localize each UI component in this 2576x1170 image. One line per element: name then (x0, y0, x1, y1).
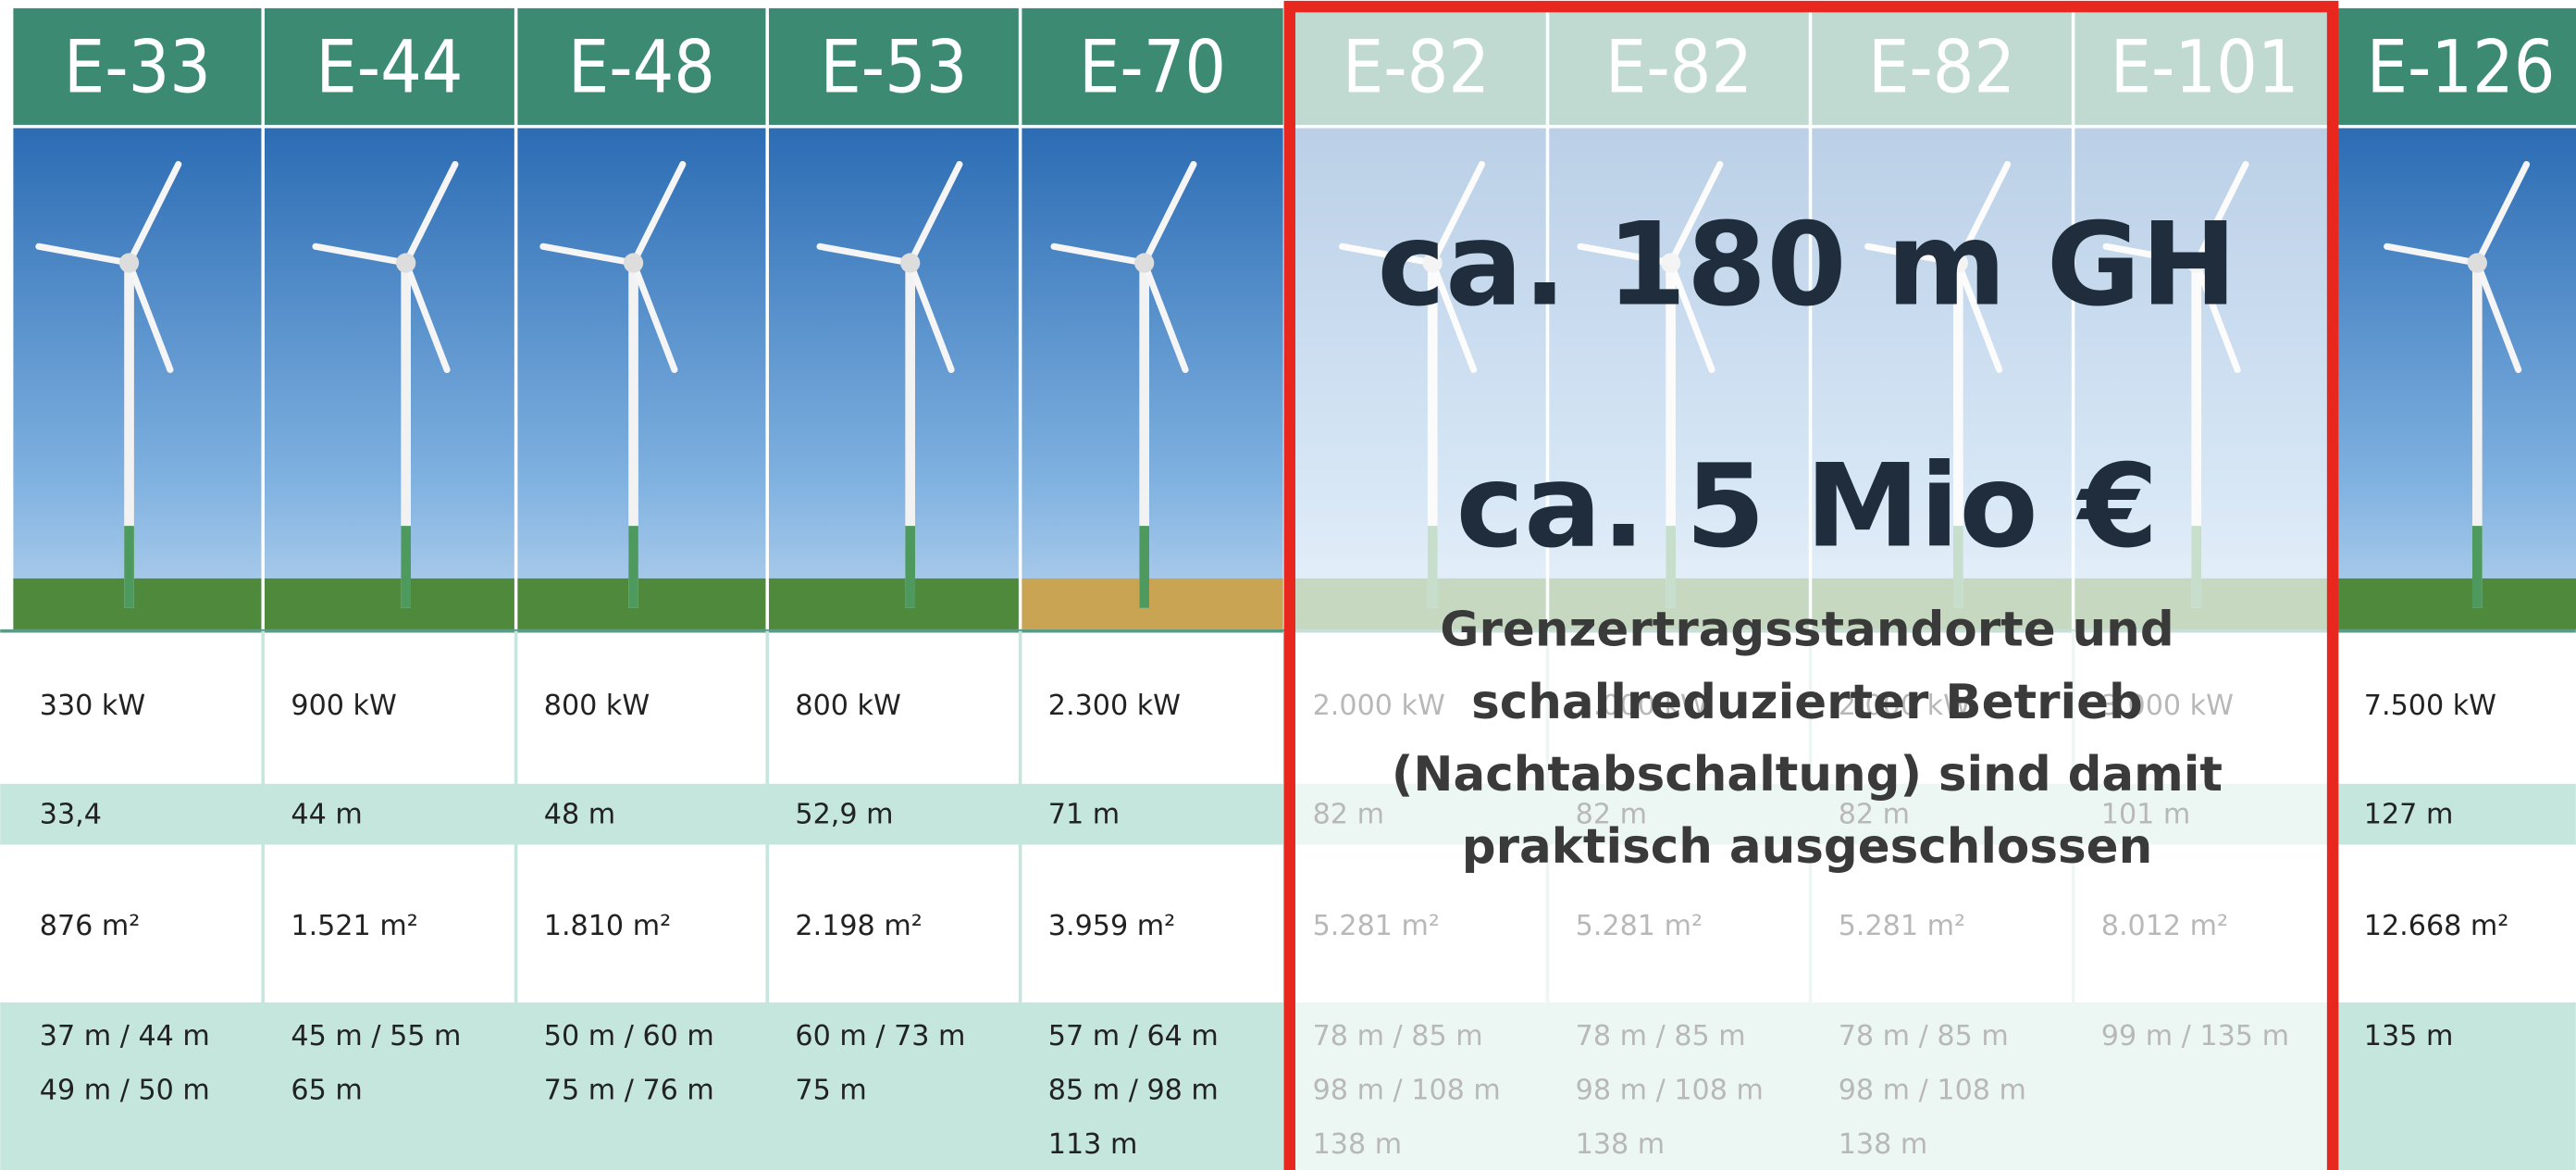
model-name: E-53 (820, 25, 967, 109)
hub (396, 253, 415, 272)
turbine-photo (517, 128, 765, 629)
turbine-photo (2337, 128, 2576, 629)
cost-text: ca. 5 Mio € (1456, 440, 2159, 573)
rotor-diameter: 44 m (291, 798, 362, 830)
hub-height: 85 m / 98 m (1048, 1075, 1219, 1107)
hub-height: 57 m / 64 m (1048, 1020, 1219, 1052)
hub-height: 65 m (291, 1075, 362, 1107)
swept-area: 12.668 m² (2364, 910, 2509, 942)
hub (1134, 253, 1154, 272)
overlay-text: ca. 180 m GH ca. 5 Mio € Grenzertragssta… (1377, 198, 2236, 875)
hub (2468, 253, 2487, 272)
turbine-photo (769, 128, 1019, 629)
swept-area: 876 m² (40, 910, 141, 942)
hub-height: 135 m (2364, 1020, 2454, 1052)
hub-height: 37 m / 44 m (40, 1020, 210, 1052)
hub-height: 49 m / 50 m (40, 1075, 210, 1107)
turbine-photo (1022, 128, 1282, 629)
ground (13, 579, 261, 629)
swept-area: 3.959 m² (1048, 910, 1175, 942)
power: 800 kW (544, 690, 650, 722)
page: E-33 330 kW 33,4 876 m² 37 m / 44 m 49 m / 50… (0, 0, 2576, 1170)
swept-area: 2.198 m² (795, 910, 922, 942)
hub (119, 253, 139, 272)
ground (769, 579, 1019, 629)
swept-area: 1.521 m² (291, 910, 417, 942)
ground (265, 579, 514, 629)
note-line: (Nachtabschaltung) sind damit (1392, 747, 2223, 803)
rotor-diameter: 127 m (2364, 798, 2454, 830)
model-name: E-33 (64, 25, 211, 109)
hub-height: 45 m / 55 m (291, 1020, 461, 1052)
note-line: praktisch ausgeschlossen (1462, 819, 2153, 875)
rotor-diameter: 71 m (1048, 798, 1120, 830)
power: 2.300 kW (1048, 690, 1181, 722)
note-line: Grenzertragsstandorte und (1440, 603, 2174, 658)
model-name: E-126 (2367, 25, 2556, 109)
model-name: E-48 (568, 25, 715, 109)
power: 330 kW (40, 690, 145, 722)
hub-height: 75 m (795, 1075, 866, 1107)
rotor-diameter: 33,4 (40, 798, 102, 830)
hub-height: 50 m / 60 m (544, 1020, 714, 1052)
hub (624, 253, 643, 272)
swept-area: 1.810 m² (544, 910, 671, 942)
model-name: E-44 (316, 25, 463, 109)
power: 800 kW (795, 690, 900, 722)
hub-height: 113 m (1048, 1128, 1138, 1161)
turbine-photo (13, 128, 261, 629)
rotor-diameter: 48 m (544, 798, 615, 830)
note-line: schallreduzierter Betrieb (1471, 675, 2143, 730)
fade-overlay (1290, 4, 2333, 1170)
model-name: E-70 (1079, 25, 1226, 109)
ground (2337, 579, 2576, 629)
hub-height: 60 m / 73 m (795, 1020, 965, 1052)
hub (900, 253, 920, 272)
hub-height: 75 m / 76 m (544, 1075, 714, 1107)
turbine-photo (265, 128, 514, 629)
ground (1022, 579, 1282, 629)
height-text: ca. 180 m GH (1377, 198, 2236, 331)
power: 7.500 kW (2364, 690, 2496, 722)
ground (517, 579, 765, 629)
power: 900 kW (291, 690, 396, 722)
rotor-diameter: 52,9 m (795, 798, 893, 830)
